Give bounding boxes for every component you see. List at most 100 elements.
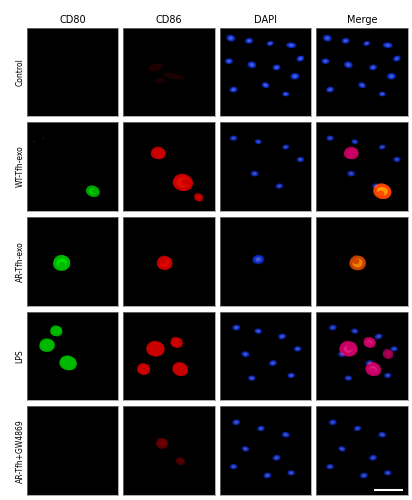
Ellipse shape [137,364,150,374]
Ellipse shape [262,82,269,88]
Ellipse shape [149,343,164,356]
Ellipse shape [251,171,258,176]
Ellipse shape [52,328,63,336]
Ellipse shape [340,353,344,356]
Ellipse shape [160,259,169,267]
Ellipse shape [382,42,394,48]
Ellipse shape [287,42,296,48]
Ellipse shape [293,74,297,78]
Ellipse shape [54,326,62,334]
Ellipse shape [173,342,178,345]
Ellipse shape [342,38,349,44]
Ellipse shape [230,87,237,92]
Ellipse shape [296,348,300,350]
Ellipse shape [233,325,240,330]
Ellipse shape [173,452,174,453]
Ellipse shape [327,136,334,140]
Ellipse shape [246,60,257,69]
Ellipse shape [342,343,358,356]
Ellipse shape [176,363,187,373]
Ellipse shape [370,368,376,374]
Ellipse shape [353,425,362,432]
Ellipse shape [381,93,384,95]
Ellipse shape [155,148,165,156]
Ellipse shape [369,366,377,372]
Ellipse shape [154,344,161,350]
Ellipse shape [171,336,180,345]
Ellipse shape [283,144,289,150]
Ellipse shape [62,358,77,370]
Ellipse shape [357,132,358,134]
Ellipse shape [173,168,174,169]
Ellipse shape [43,340,54,348]
Text: Merge: Merge [347,15,377,25]
Ellipse shape [197,194,203,199]
Ellipse shape [230,136,237,140]
Ellipse shape [176,176,193,191]
Ellipse shape [324,60,327,62]
Ellipse shape [185,430,186,432]
Text: CD80: CD80 [59,15,86,25]
Ellipse shape [386,472,389,474]
Ellipse shape [179,458,185,462]
Ellipse shape [375,334,382,339]
Ellipse shape [227,35,235,42]
Ellipse shape [299,57,302,60]
Ellipse shape [287,470,296,476]
Ellipse shape [353,258,359,264]
Ellipse shape [370,363,380,373]
Ellipse shape [60,355,74,368]
Ellipse shape [379,144,385,150]
Ellipse shape [61,191,62,192]
Ellipse shape [353,140,356,143]
Ellipse shape [395,158,399,160]
Ellipse shape [384,470,391,476]
Ellipse shape [378,184,391,196]
Ellipse shape [57,256,70,268]
Ellipse shape [370,455,377,460]
Ellipse shape [242,446,249,452]
Ellipse shape [174,174,190,188]
Ellipse shape [280,335,284,338]
Ellipse shape [64,356,76,367]
Text: AR-Tfh-exo: AR-Tfh-exo [16,241,25,282]
Ellipse shape [344,40,347,42]
Ellipse shape [142,367,147,372]
Ellipse shape [345,376,352,380]
Ellipse shape [229,36,233,40]
Ellipse shape [383,42,392,48]
Ellipse shape [376,186,391,199]
Ellipse shape [354,230,356,231]
Ellipse shape [173,232,174,234]
Ellipse shape [356,427,359,430]
Ellipse shape [241,446,250,452]
Ellipse shape [176,458,184,464]
Ellipse shape [381,146,384,148]
Ellipse shape [344,146,356,156]
Ellipse shape [194,193,201,199]
Ellipse shape [322,58,329,64]
Ellipse shape [395,57,399,60]
Text: WT-Tfh-exo: WT-Tfh-exo [16,146,25,188]
Ellipse shape [259,427,263,430]
Ellipse shape [351,140,358,144]
Ellipse shape [173,174,193,191]
Ellipse shape [42,340,55,352]
Ellipse shape [339,446,345,452]
Ellipse shape [86,186,100,197]
Ellipse shape [283,92,289,96]
Ellipse shape [383,350,393,358]
Ellipse shape [322,34,332,42]
Ellipse shape [264,473,271,478]
Ellipse shape [189,327,190,328]
Ellipse shape [378,91,386,97]
Ellipse shape [88,188,100,197]
Ellipse shape [59,262,65,268]
Ellipse shape [377,190,384,196]
Ellipse shape [339,342,358,356]
Ellipse shape [92,375,93,376]
Ellipse shape [56,257,70,270]
Ellipse shape [164,132,165,134]
Ellipse shape [160,442,165,446]
Ellipse shape [255,140,262,144]
